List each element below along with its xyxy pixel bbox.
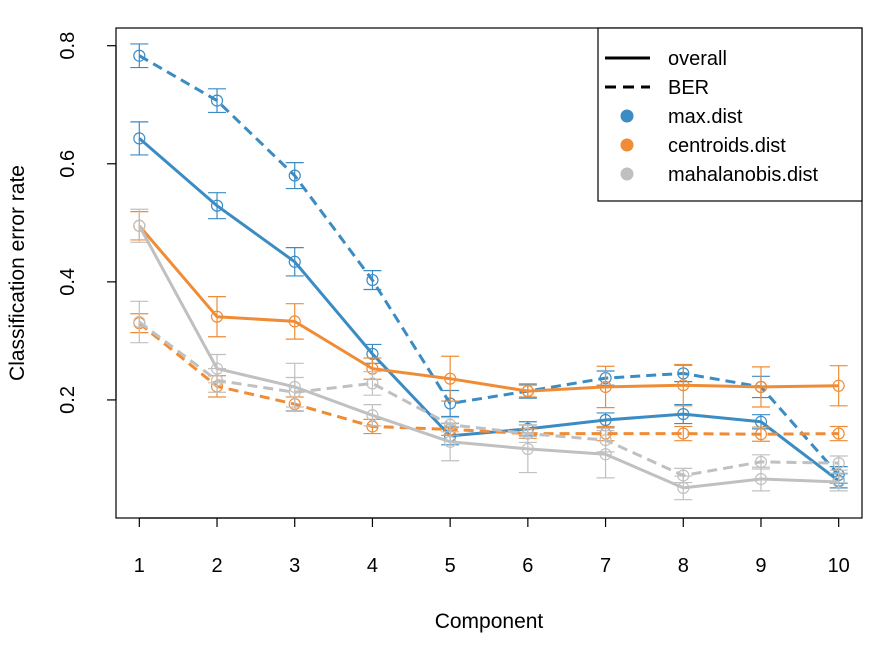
x-tick-label: 8 (678, 555, 689, 577)
x-tick-label: 9 (755, 555, 766, 577)
series-mahalanobis.dist-BER (130, 300, 848, 484)
legend-dot-mahalanobis-dist (620, 167, 634, 181)
legend-label: centroids.dist (668, 135, 786, 157)
x-tick-label: 3 (289, 555, 300, 577)
data-point (288, 315, 301, 328)
series-line (138, 54, 840, 476)
data-point (754, 380, 768, 394)
data-point (677, 427, 690, 440)
legend-label: BER (668, 77, 709, 99)
data-point (677, 469, 690, 482)
y-tick-label: 0.6 (57, 150, 79, 178)
data-point (754, 428, 768, 441)
data-point (832, 427, 845, 440)
data-point (832, 379, 845, 392)
x-axis-label: Component (435, 610, 544, 633)
series-line (138, 320, 839, 477)
data-point (288, 255, 301, 268)
data-point (133, 49, 146, 62)
y-tick-label: 0.2 (57, 386, 79, 414)
data-point (754, 455, 768, 469)
series-line (137, 225, 839, 490)
data-point (210, 94, 224, 107)
legend-label: max.dist (668, 106, 743, 128)
series-line (138, 322, 839, 436)
x-tick-label: 6 (522, 555, 533, 577)
data-point (599, 433, 612, 447)
x-tick-label: 10 (828, 555, 850, 577)
x-tick-label: 2 (211, 555, 222, 577)
data-point (444, 435, 457, 448)
data-point (677, 379, 690, 392)
data-point (133, 132, 146, 145)
legend-label: mahalanobis.dist (668, 164, 819, 186)
legend-dot-max-dist (620, 109, 634, 123)
data-point (444, 372, 457, 385)
data-point (288, 169, 301, 182)
y-tick-label: 0.8 (57, 32, 79, 60)
x-tick-label: 4 (367, 555, 378, 577)
data-point (210, 310, 224, 323)
data-point (521, 442, 534, 456)
series-line (138, 224, 839, 393)
data-point (754, 472, 768, 486)
legend: overall BER max.dist centroids.dist mahalano… (597, 27, 863, 202)
data-point (133, 315, 146, 329)
data-point (133, 219, 146, 232)
x-tick-label: 1 (134, 555, 145, 577)
x-tick-label: 5 (445, 555, 456, 577)
data-point (832, 475, 845, 489)
data-point (677, 407, 690, 421)
data-point (366, 409, 379, 422)
data-point (366, 273, 379, 287)
data-point (210, 199, 224, 212)
x-tick-label: 7 (600, 555, 611, 577)
data-point (521, 384, 534, 398)
data-point (444, 418, 457, 431)
data-point (288, 386, 301, 399)
axes-layer: 1 2 3 4 5 6 7 8 9 10 0.2 0.4 0.6 0.8 (57, 32, 850, 577)
data-point (521, 427, 534, 440)
y-axis-label: Classification error rate (6, 165, 29, 381)
data-point (210, 374, 224, 387)
data-point (599, 413, 612, 427)
plot-layer (130, 43, 848, 501)
data-point (832, 456, 845, 470)
legend-label: overall (668, 48, 727, 70)
data-point (366, 377, 379, 390)
data-point (599, 380, 612, 394)
y-tick-label: 0.4 (57, 268, 79, 296)
legend-dot-centroids-dist (620, 138, 634, 152)
